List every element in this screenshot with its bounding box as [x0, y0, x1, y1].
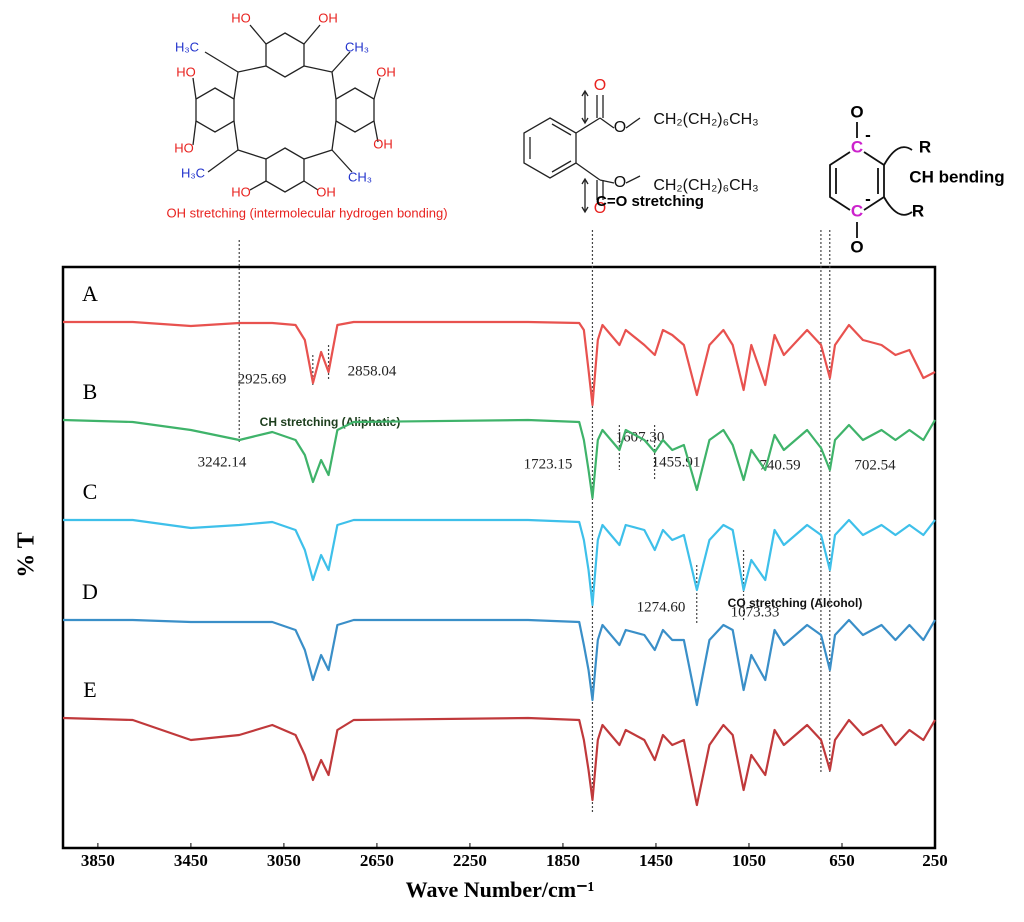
atom-label: O	[594, 77, 606, 94]
atom-label: -	[865, 125, 871, 144]
y-axis-title: % T	[14, 532, 40, 578]
atom-label: OH	[318, 10, 338, 25]
atom-label: O	[850, 237, 863, 256]
peak-label: 1274.60	[637, 599, 686, 615]
x-tick-label: 3450	[174, 851, 208, 870]
annotation: OH stretching (intermolecular hydrogen b…	[166, 205, 447, 220]
atom-label: -	[865, 189, 871, 208]
atom-label: OH	[316, 184, 336, 199]
x-tick-label: 3050	[267, 851, 301, 870]
atom-label: C	[851, 201, 863, 220]
calixarene-labels: HO OH H₃C CH₃ HO OH HO OH H₃C CH₃ HO OH …	[166, 10, 447, 220]
x-tick-label: 3850	[81, 851, 115, 870]
x-tick-label: 1050	[732, 851, 766, 870]
annotation: C=O stretching	[596, 193, 704, 210]
x-tick-label: 250	[922, 851, 948, 870]
x-axis-title: Wave Number/cm⁻¹	[406, 877, 595, 902]
atom-label: HO	[174, 140, 194, 155]
atom-label: CH₂(CH₂)₆CH₃	[653, 177, 758, 194]
atom-label: OH	[376, 64, 396, 79]
peak-label: 1723.15	[524, 456, 573, 472]
atom-label: H₃C	[181, 165, 205, 180]
x-tick-label: 2250	[453, 851, 487, 870]
annotation: CO stretching (Alcohol)	[728, 596, 863, 610]
peak-label: 1073.33	[731, 604, 780, 620]
atom-label: O	[614, 119, 626, 136]
atom-label: HO	[176, 64, 196, 79]
atom-label: CH₂(CH₂)₆CH₃	[653, 111, 758, 128]
peak-label: 2925.69	[238, 371, 287, 387]
atom-label: H₃C	[175, 39, 199, 54]
atom-label: CH₃	[345, 39, 369, 54]
series-label: A	[82, 281, 98, 306]
spectrum-line	[63, 518, 936, 607]
atom-label: OH	[373, 136, 393, 151]
atom-label: R	[919, 137, 931, 156]
phthalate-labels: O O CH₂(CH₂)₆CH₃ O CH₂(CH₂)₆CH₃ O C=O st…	[594, 77, 759, 217]
spectrum-line	[62, 418, 936, 500]
peak-label: 3242.14	[198, 454, 247, 470]
series-label: B	[83, 379, 98, 404]
plot-frame	[61, 265, 937, 850]
atom-label: HO	[231, 184, 251, 199]
atom-label: R	[912, 201, 924, 220]
atom-label: O	[594, 200, 606, 217]
x-tick-label: 1850	[546, 851, 580, 870]
atom-label: CH₃	[348, 169, 372, 184]
annotation: CH stretching (Aliphatic)	[260, 415, 401, 429]
peak-label: 740.59	[759, 457, 800, 473]
atom-label: O	[614, 174, 626, 191]
series-label: D	[82, 579, 98, 604]
atom-label: HO	[231, 10, 251, 25]
peak-label: 1455.91	[652, 454, 701, 470]
series-label: C	[83, 479, 98, 504]
atom-label: O	[850, 102, 863, 121]
calixarene-skeleton	[192, 24, 381, 193]
quinone-labels: O C - R C - R O CH bending	[850, 102, 1004, 256]
x-tick-label: 2650	[360, 851, 394, 870]
series-label: E	[83, 677, 96, 702]
peak-label: 2858.04	[348, 363, 397, 379]
x-tick-label: 1450	[639, 851, 673, 870]
peak-label: 702.54	[854, 457, 896, 473]
quinone-skeleton	[829, 122, 913, 238]
atom-label: C	[851, 137, 863, 156]
x-tick-label: 650	[829, 851, 855, 870]
spectrum-line	[63, 320, 936, 407]
spectrum-line	[62, 716, 936, 807]
annotation: CH bending	[909, 167, 1004, 186]
phthalate-skeleton	[523, 89, 641, 214]
spectrum-line	[63, 618, 936, 707]
